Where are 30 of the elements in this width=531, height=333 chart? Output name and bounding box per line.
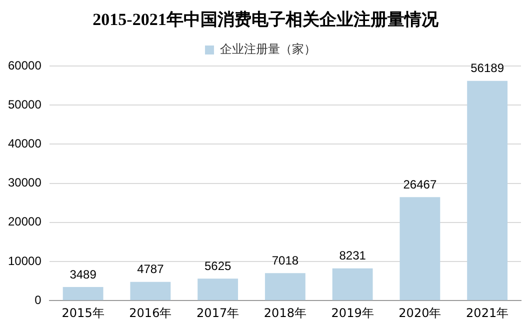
y-tick-label: 30000 (8, 176, 42, 190)
bar (62, 286, 104, 300)
x-tick-label: 2015年 (62, 306, 104, 320)
data-label: 8231 (339, 248, 366, 263)
x-tick-label: 2020年 (398, 306, 442, 320)
y-tick-label: 50000 (8, 97, 42, 112)
data-label: 26467 (403, 177, 437, 192)
x-tick-label: 2021年 (466, 306, 509, 320)
bar (198, 278, 238, 300)
bar (332, 268, 373, 300)
x-tick-label: 2018年 (264, 306, 306, 320)
bar (467, 80, 508, 300)
y-tick-label: 20000 (8, 214, 42, 229)
x-tick-label: 2019年 (331, 306, 374, 320)
legend-label: 企业注册量（家） (220, 42, 316, 56)
bar (264, 273, 306, 300)
bar (400, 197, 440, 300)
data-label: 3489 (70, 267, 97, 282)
chart-title: 2015-2021年中国消费电子相关企业注册量情况 (92, 9, 440, 31)
y-tick-label: 60000 (8, 58, 42, 72)
x-tick-label: 2016年 (129, 306, 172, 320)
x-tick-label: 2017年 (196, 306, 240, 320)
data-label: 4787 (137, 262, 164, 276)
bar (130, 282, 171, 300)
data-label: 56189 (470, 61, 504, 76)
data-label: 7018 (272, 253, 299, 268)
data-label: 5625 (204, 258, 232, 273)
y-tick-label: 40000 (8, 136, 42, 151)
y-tick-label: 0 (34, 292, 42, 307)
y-tick-label: 10000 (8, 254, 42, 268)
